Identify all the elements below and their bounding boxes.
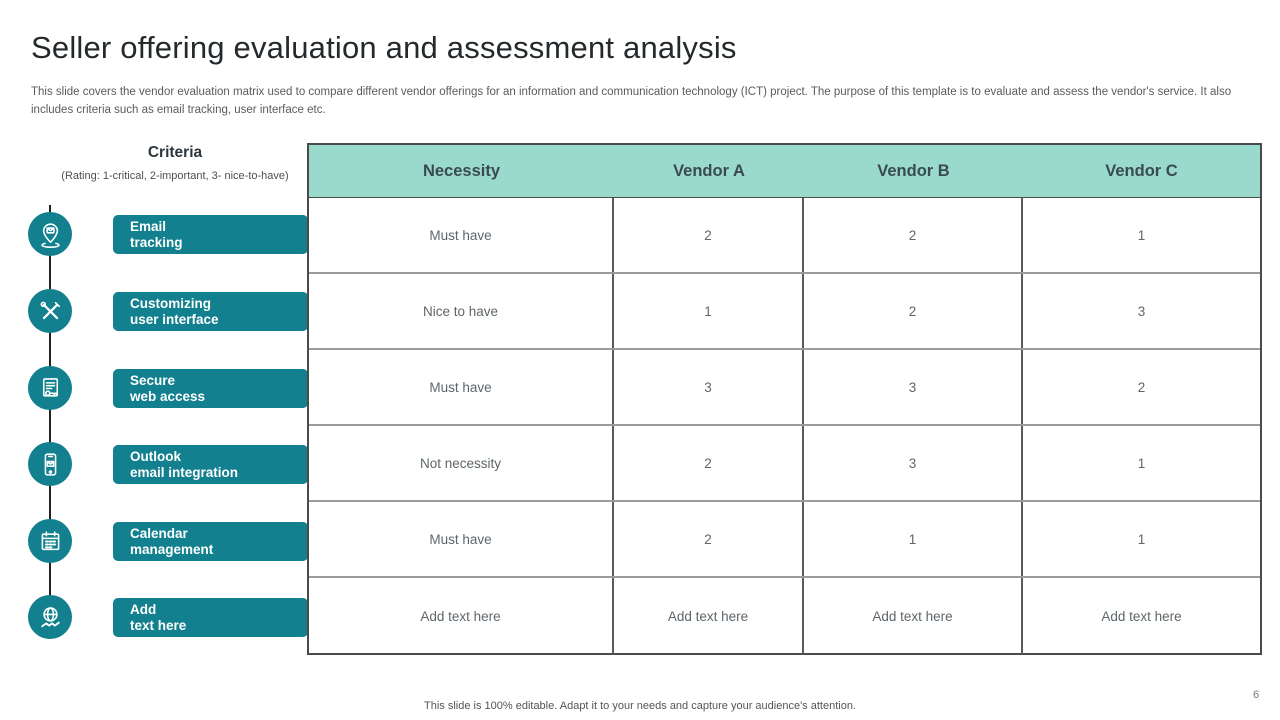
cell-vendor-c: 1 [1137, 227, 1146, 243]
cell-vendor-c: 2 [1137, 379, 1146, 395]
table-row: Not necessity 2 3 1 [309, 426, 1260, 502]
cell-vendor-b-placeholder[interactable]: Add text here [804, 578, 1023, 654]
criteria-label-line1: Customizing [130, 295, 211, 311]
cell-vendor-c: 3 [1137, 303, 1146, 319]
column-header-vendor-a: Vendor A [673, 161, 745, 180]
criteria-header: Criteria (Rating: 1-critical, 2-importan… [47, 144, 303, 182]
criteria-label-line1: Secure [130, 372, 176, 388]
criteria-label-line1: Outlook [130, 448, 181, 464]
column-header-necessity: Necessity [422, 161, 501, 180]
table-row: Must have 3 3 2 [309, 350, 1260, 426]
cell-necessity: Must have [309, 502, 614, 576]
cell-vendor-a: 3 [614, 350, 804, 424]
criteria-box-outlook-email-integration: Outlook email integration [113, 445, 308, 484]
secure-document-key-icon [28, 366, 72, 410]
page-title: Seller offering evaluation and assessmen… [31, 30, 737, 65]
criteria-label-line1: Email [130, 218, 167, 234]
smartphone-email-icon [28, 442, 72, 486]
criteria-label-line2: web access [130, 388, 206, 404]
tools-icon [28, 289, 72, 333]
cell-vendor-c-placeholder[interactable]: Add text here [1101, 608, 1182, 624]
cell-vendor-a-placeholder[interactable]: Add text here [614, 578, 804, 654]
criteria-label-line2: management [130, 541, 214, 557]
cell-necessity: Not necessity [309, 426, 614, 500]
column-header-vendor-c: Vendor C [1105, 161, 1178, 180]
cell-vendor-a: 2 [614, 502, 804, 576]
table-row: Must have 2 2 1 [309, 198, 1260, 274]
criteria-label-line2: user interface [130, 311, 219, 327]
criteria-heading: Criteria [147, 144, 203, 161]
cell-vendor-a: 2 [614, 426, 804, 500]
criteria-label-line1: Calendar [130, 525, 188, 541]
rating-note: (Rating: 1-critical, 2-important, 3- nic… [61, 170, 289, 182]
calendar-icon [28, 519, 72, 563]
timeline-connector-line [49, 205, 51, 619]
criteria-box-customizing-user-interface: Customizing user interface [113, 292, 308, 331]
cell-vendor-c: 1 [1137, 455, 1146, 471]
column-header-vendor-b: Vendor B [877, 161, 950, 180]
cell-vendor-b: 1 [804, 502, 1023, 576]
page-number: 6 [1252, 689, 1260, 701]
globe-handshake-icon [28, 595, 72, 639]
email-tracking-pin-icon [28, 212, 72, 256]
cell-vendor-b: 3 [804, 426, 1023, 500]
criteria-label-line2: email integration [130, 464, 239, 480]
cell-necessity: Must have [309, 198, 614, 272]
criteria-box-secure-web-access: Secure web access [113, 369, 308, 408]
criteria-box-calendar-management: Calendar management [113, 522, 308, 561]
cell-vendor-b: 3 [804, 350, 1023, 424]
cell-vendor-b: 2 [804, 198, 1023, 272]
cell-necessity: Nice to have [309, 274, 614, 348]
cell-necessity-placeholder[interactable]: Add text here [309, 578, 614, 654]
cell-necessity: Must have [309, 350, 614, 424]
cell-vendor-a: 1 [614, 274, 804, 348]
cell-vendor-a: 2 [614, 198, 804, 272]
criteria-label-line2: tracking [130, 234, 183, 250]
table-row: Nice to have 1 2 3 [309, 274, 1260, 350]
slide-description: This slide covers the vendor evaluation … [31, 86, 1232, 116]
table-row: Add text here Add text here Add text her… [309, 578, 1260, 654]
criteria-box-email-tracking: Email tracking [113, 215, 308, 254]
criteria-label-line1: Add [130, 601, 157, 617]
cell-vendor-c: 1 [1137, 531, 1146, 547]
criteria-box-add-text-here[interactable]: Add text here [113, 598, 308, 637]
vendor-evaluation-table: Necessity Vendor A Vendor B Vendor C Mus… [307, 143, 1262, 655]
table-header-row: Necessity Vendor A Vendor B Vendor C [309, 145, 1260, 198]
criteria-label-line2: text here [130, 617, 187, 633]
footer-note: This slide is 100% editable. Adapt it to… [424, 700, 856, 712]
table-row: Must have 2 1 1 [309, 502, 1260, 578]
cell-vendor-b: 2 [804, 274, 1023, 348]
